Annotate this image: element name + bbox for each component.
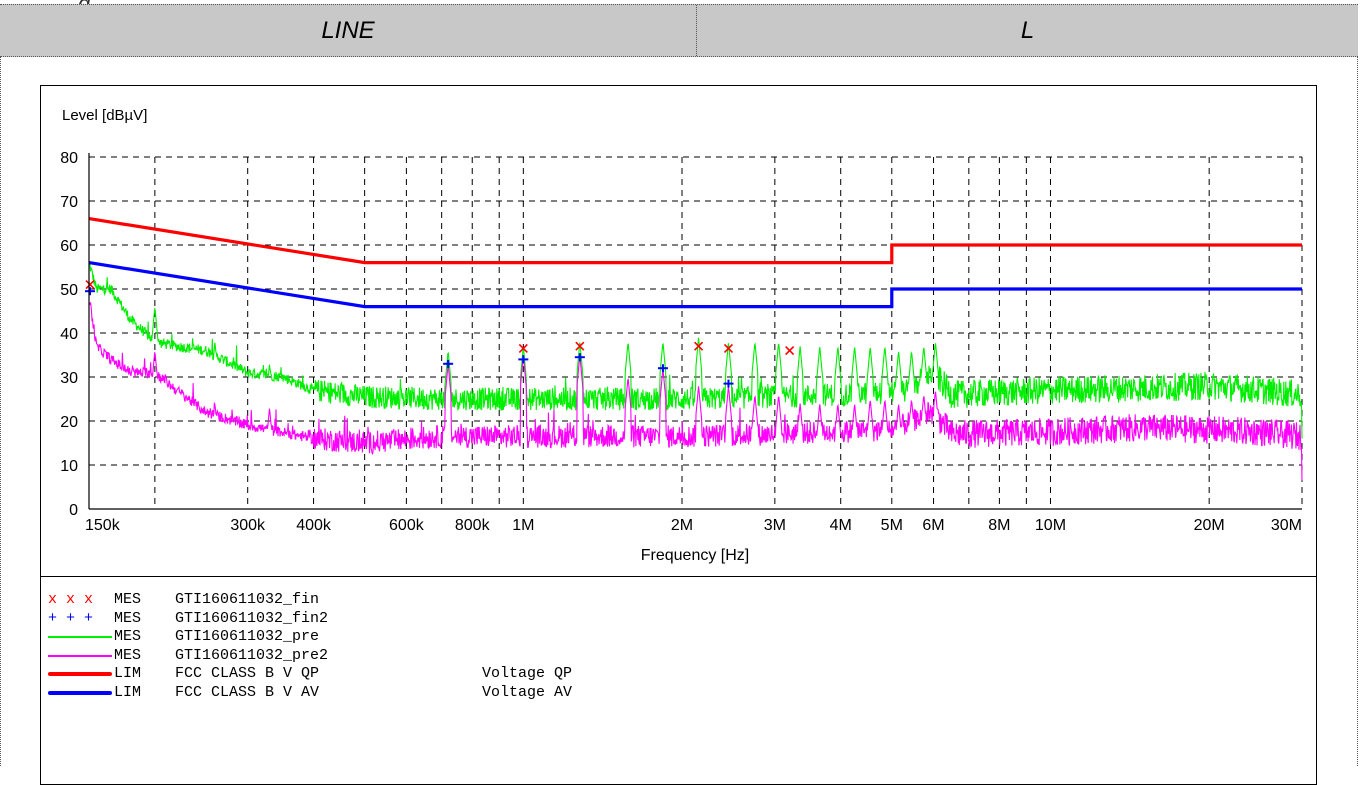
x-tick-label: 3M (764, 517, 786, 534)
plus-marker-icon: + + + (48, 609, 94, 627)
legend-name: GTI160611032_pre2 (175, 646, 329, 664)
x-tick-label: 2M (671, 517, 693, 534)
y-tick-label: 30 (60, 370, 78, 387)
legend-row: LIM FCC CLASS B V AV Voltage AV (48, 684, 1048, 703)
legend-type: MES (114, 591, 142, 608)
phase-label: L (1020, 17, 1035, 44)
legend-row: MES GTI160611032_pre (48, 628, 1048, 647)
x-tick-label: 1M (512, 517, 534, 534)
legend-line-icon (48, 690, 112, 695)
x-tick-label: 8M (988, 517, 1010, 534)
y-tick-label: 80 (60, 150, 78, 167)
limit-line (88, 261, 1302, 309)
fin2-marker (657, 364, 668, 373)
limit-lines (88, 217, 1302, 309)
fin-marker (723, 343, 734, 353)
legend-desc: Voltage QP (482, 665, 573, 682)
y-tick-label: 40 (60, 326, 78, 343)
header-row: LINE L (0, 4, 1358, 57)
legend-line-icon (48, 636, 112, 638)
limit-line (88, 217, 1302, 265)
legend-name: FCC CLASS B V AV (175, 683, 320, 701)
x-marker-stroke (785, 346, 795, 356)
x-axis-label: Frequency [Hz] (641, 547, 749, 564)
y-tick-label: 20 (60, 414, 78, 431)
grid (88, 156, 1303, 509)
y-tick-label: 0 (69, 502, 78, 519)
fin-marker (575, 341, 585, 351)
legend-row: MES GTI160611032_pre2 (48, 647, 1048, 666)
fin2-marker (443, 359, 454, 368)
y-tick-label: 50 (60, 282, 78, 299)
emission-chart: 0 10 20 30 40 50 60 70 80 150k 300k 400k 600k 800k 1M 2… (60, 107, 1303, 564)
legend-type: MES (114, 628, 142, 645)
traces (88, 260, 1303, 481)
x-tick-label: 800k (455, 517, 491, 534)
legend-line-icon (48, 672, 112, 676)
x-tick-label: 10M (1035, 517, 1066, 534)
x-tick-label: 600k (389, 517, 425, 534)
x-tick-label: 400k (296, 517, 332, 534)
legend-name: GTI160611032_fin2 (175, 609, 329, 627)
chart-legend-divider (40, 576, 1317, 577)
fin-marker (694, 341, 704, 351)
x-tick-label: 6M (922, 517, 944, 534)
fin2-marker (85, 287, 95, 296)
x-tick-label: 150k (85, 517, 121, 534)
x-marker-stroke (575, 341, 585, 351)
legend-name: FCC CLASS B V QP (175, 665, 320, 682)
fin-marker (518, 343, 528, 353)
x-tick-label: 30M (1271, 517, 1302, 534)
legend: x x x MES GTI160611032_fin + + + MES GTI16061… (48, 591, 1048, 702)
x-marker-stroke (518, 343, 528, 353)
x-tick-label: 5M (881, 517, 903, 534)
x-tick-label: 20M (1194, 517, 1225, 534)
fin2-marker (574, 353, 585, 362)
x-tick-label: 4M (830, 517, 852, 534)
legend-type: LIM (114, 665, 142, 682)
legend-row: LIM FCC CLASS B V QP Voltage QP (48, 665, 1048, 684)
legend-line-icon (48, 654, 112, 657)
x-marker-icon: x x x (48, 591, 94, 608)
fin-marker (785, 346, 795, 356)
x-tick-label: 300k (230, 517, 266, 534)
markers (85, 280, 795, 388)
trace-GTI160611032_pre (88, 260, 1303, 439)
y-tick-label: 60 (60, 238, 78, 255)
legend-type: MES (114, 609, 142, 627)
legend-type: MES (114, 646, 142, 664)
y-tick-label: 10 (60, 458, 78, 475)
x-marker-stroke (85, 280, 95, 290)
y-axis-label: Level [dBµV] (62, 107, 147, 124)
x-marker-stroke (723, 343, 734, 353)
legend-name: GTI160611032_pre (175, 628, 320, 645)
fin2-marker (723, 379, 734, 388)
legend-type: LIM (114, 683, 142, 701)
legend-desc: Voltage AV (482, 683, 573, 701)
legend-row: + + + MES GTI160611032_fin2 (48, 610, 1048, 629)
fin-marker (85, 280, 95, 290)
legend-row: x x x MES GTI160611032_fin (48, 591, 1048, 610)
trace-GTI160611032_pre2 (88, 301, 1303, 481)
line-label: LINE (0, 5, 697, 56)
y-tick-label: 70 (60, 194, 78, 211)
legend-name: GTI160611032_fin (175, 591, 320, 608)
x-marker-stroke (694, 341, 704, 351)
fin2-marker (518, 355, 529, 364)
axes: 0 10 20 30 40 50 60 70 80 150k 300k 400k 600k 800k 1M 2… (60, 150, 1302, 534)
